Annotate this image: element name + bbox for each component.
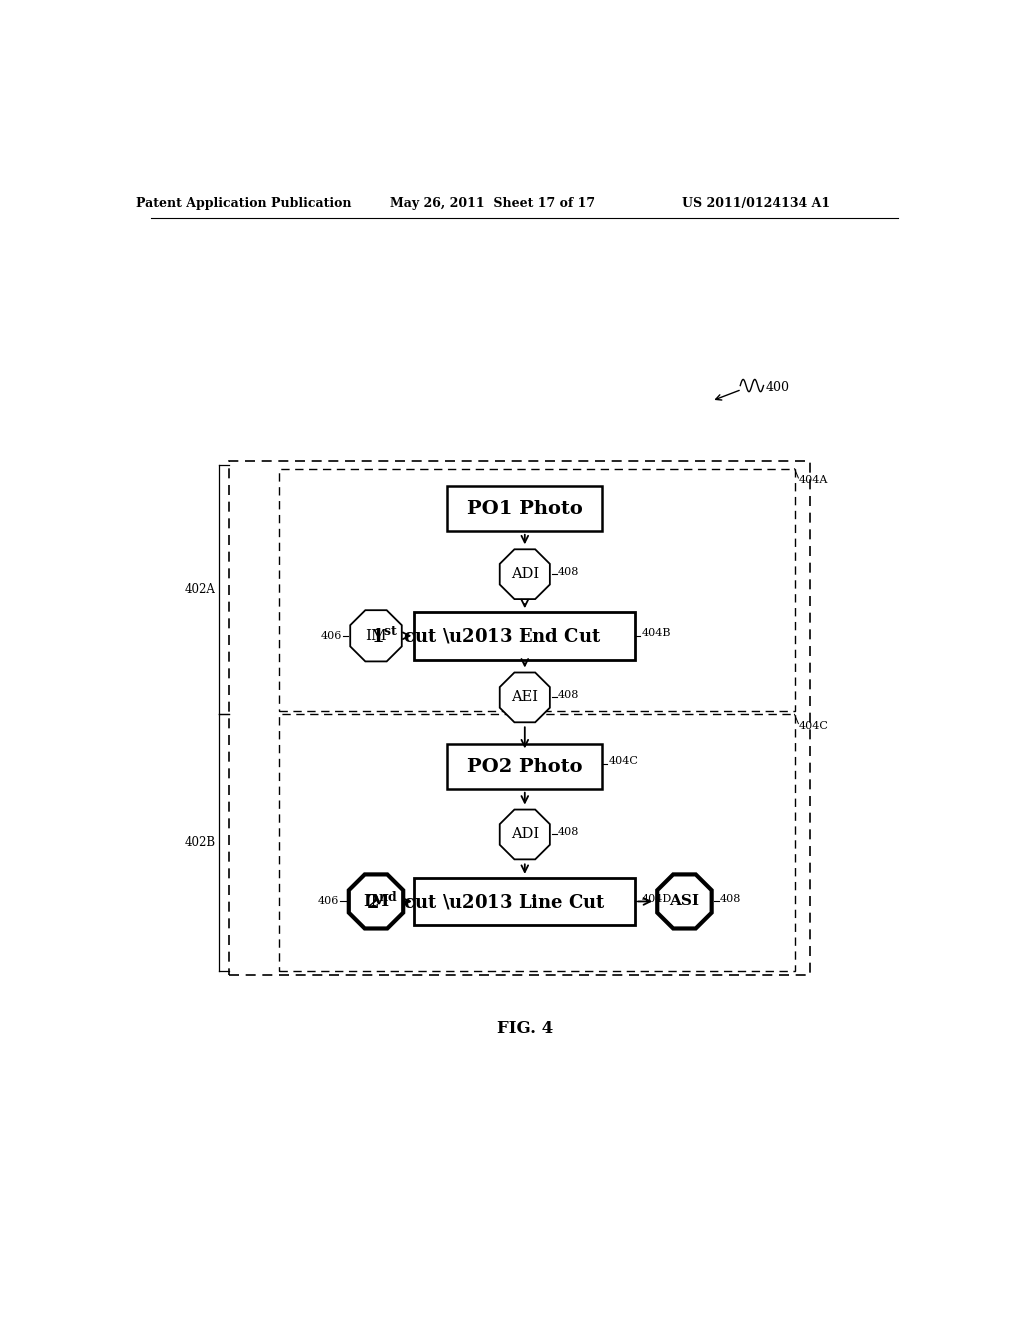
Bar: [280, 469, 795, 711]
Text: 404A: 404A: [799, 475, 827, 486]
Bar: [415, 878, 635, 925]
Text: PO2 Photo: PO2 Photo: [467, 758, 583, 776]
Text: ADI: ADI: [511, 568, 539, 581]
Bar: [280, 714, 795, 970]
Text: 402B: 402B: [184, 836, 216, 849]
Text: 408: 408: [558, 690, 580, 700]
Text: 406: 406: [317, 896, 339, 907]
Polygon shape: [349, 874, 403, 928]
Text: US 2011/0124134 A1: US 2011/0124134 A1: [682, 197, 829, 210]
Text: 406: 406: [321, 631, 342, 640]
Text: 404D: 404D: [641, 894, 672, 904]
Text: May 26, 2011  Sheet 17 of 17: May 26, 2011 Sheet 17 of 17: [390, 197, 595, 210]
Text: 408: 408: [558, 566, 580, 577]
Bar: [415, 612, 635, 660]
Polygon shape: [500, 549, 550, 599]
Text: 408: 408: [558, 828, 580, 837]
Text: ADI: ADI: [511, 828, 539, 841]
Text: IM: IM: [366, 628, 387, 643]
Text: 404B: 404B: [641, 628, 671, 639]
Bar: [228, 461, 810, 974]
Text: AEI: AEI: [511, 690, 539, 705]
Text: 404C: 404C: [799, 721, 828, 731]
Text: PO1 Photo: PO1 Photo: [467, 500, 583, 517]
Bar: [447, 487, 602, 531]
Polygon shape: [500, 672, 550, 722]
Text: 2$^{\mathregular{nd}}$ cut \u2013 Line Cut: 2$^{\mathregular{nd}}$ cut \u2013 Line C…: [367, 891, 606, 912]
Text: FIG. 4: FIG. 4: [497, 1020, 553, 1038]
Bar: [447, 744, 602, 789]
Text: 1$^{\mathregular{st}}$ cut \u2013 End Cut: 1$^{\mathregular{st}}$ cut \u2013 End Cu…: [371, 626, 601, 647]
Text: Patent Application Publication: Patent Application Publication: [136, 197, 352, 210]
Text: 404C: 404C: [608, 755, 638, 766]
Text: 402A: 402A: [184, 583, 216, 597]
Polygon shape: [350, 610, 401, 661]
Text: IM: IM: [362, 892, 389, 909]
Text: 400: 400: [766, 381, 790, 395]
Text: 408: 408: [720, 894, 741, 904]
Polygon shape: [500, 809, 550, 859]
Polygon shape: [657, 874, 712, 928]
Text: ASI: ASI: [670, 895, 699, 908]
